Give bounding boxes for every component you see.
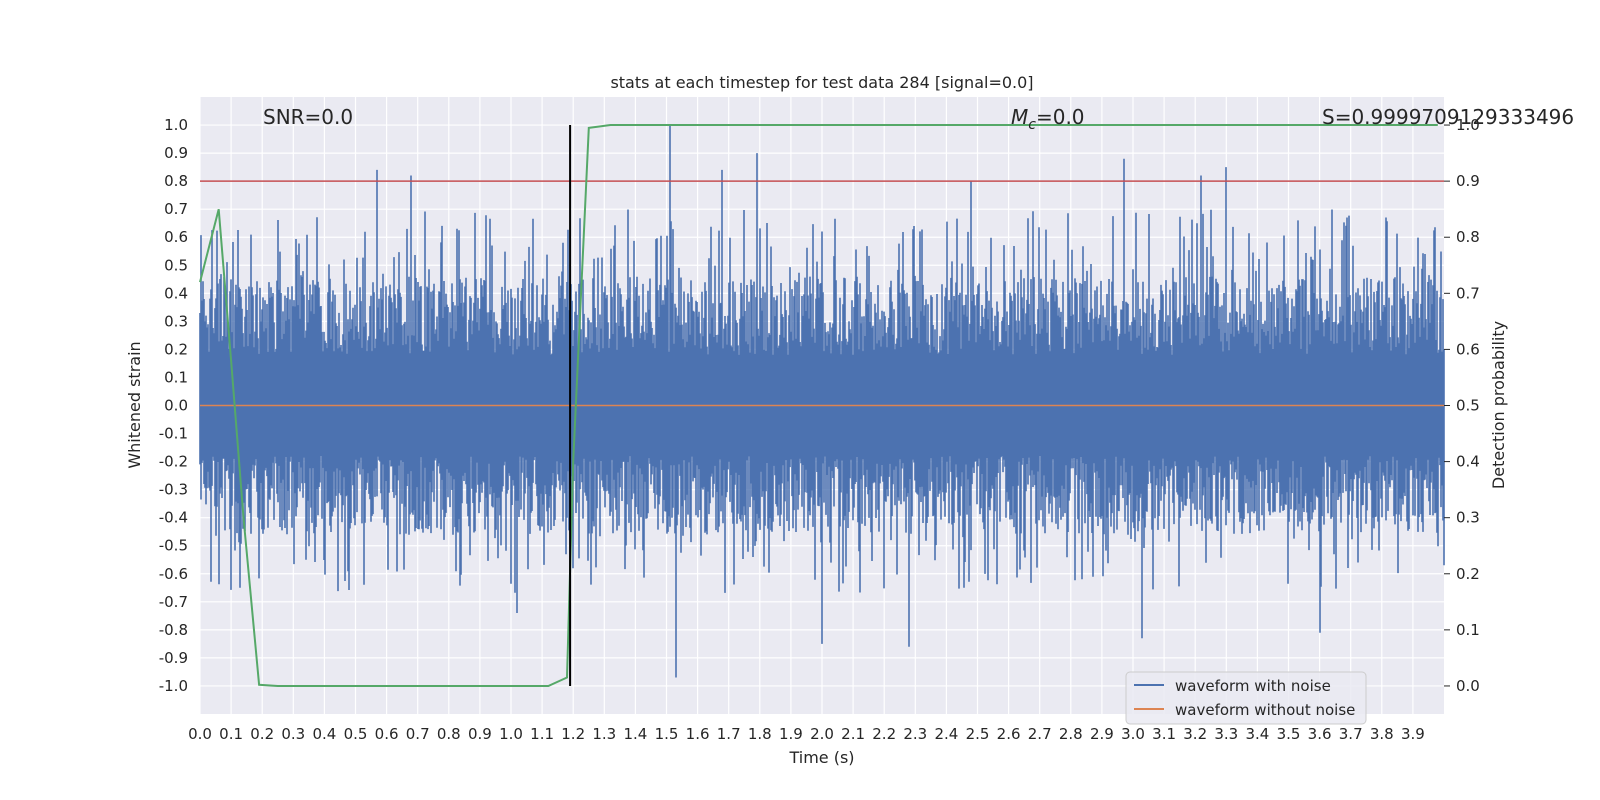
x-tick-label: 3.5 — [1277, 725, 1301, 743]
y2-tick-label: 0.0 — [1456, 677, 1480, 695]
y2-tick-label: 0.8 — [1456, 228, 1480, 246]
x-tick-label: 1.1 — [530, 725, 554, 743]
y2-axis-ticks: 1.0 0.9 0.8 0.7 0.6 0.5 0.4 0.3 0.2 0.1 0.0 — [1444, 116, 1480, 695]
x-tick-label: 0.6 — [375, 725, 399, 743]
x-tick-label: 1.5 — [655, 725, 679, 743]
y-tick-label: -0.7 — [159, 593, 188, 611]
y-tick-label: 0.8 — [164, 172, 188, 190]
x-tick-label: 3.6 — [1308, 725, 1332, 743]
mc-subscript: c — [1028, 117, 1036, 133]
y-tick-label: 1.0 — [164, 116, 188, 134]
x-tick-label: 1.2 — [561, 725, 585, 743]
y2-tick-label: 0.6 — [1456, 340, 1480, 358]
y-axis-ticks: 1.0 0.9 0.8 0.7 0.6 0.5 0.4 0.3 0.2 0.1 0.0 -0.1 -0.… — [159, 116, 188, 695]
legend-label-noise: waveform with noise — [1175, 677, 1331, 695]
x-tick-label: 1.6 — [686, 725, 710, 743]
x-tick-label: 0.1 — [219, 725, 243, 743]
y-tick-label: 0.5 — [164, 256, 188, 274]
y-tick-label: 0.9 — [164, 144, 188, 162]
detection-probability-series — [199, 124, 1438, 687]
x-tick-label: 3.8 — [1370, 725, 1394, 743]
legend: waveform with noise waveform without noi… — [1125, 671, 1367, 725]
y2-tick-label: 0.1 — [1456, 621, 1480, 639]
x-tick-label: 1.8 — [748, 725, 772, 743]
x-tick-label: 1.4 — [623, 725, 647, 743]
x-tick-label: 0.3 — [281, 725, 305, 743]
noise-trace — [199, 125, 1445, 678]
x-tick-label: 3.2 — [1183, 725, 1207, 743]
x-tick-label: 0.9 — [468, 725, 492, 743]
y2-axis-label: Detection probability — [1489, 321, 1508, 489]
x-tick-label: 0.4 — [312, 725, 336, 743]
x-tick-label: 3.4 — [1245, 725, 1269, 743]
y-tick-label: -0.2 — [159, 453, 188, 471]
x-tick-label: 2.3 — [903, 725, 927, 743]
y-tick-label: -0.6 — [159, 565, 188, 583]
y-tick-label: -0.1 — [159, 425, 188, 443]
x-tick-label: 3.0 — [1121, 725, 1145, 743]
y2-tick-label: 0.7 — [1456, 284, 1480, 302]
x-tick-label: 0.8 — [437, 725, 461, 743]
mc-value: =0.0 — [1036, 105, 1085, 129]
waveform-with-noise-series — [199, 125, 1445, 678]
x-tick-label: 2.6 — [997, 725, 1021, 743]
y-tick-label: 0.2 — [164, 340, 188, 358]
y-tick-label: 0.7 — [164, 200, 188, 218]
x-tick-label: 2.9 — [1090, 725, 1114, 743]
y2-tick-label: 1.0 — [1456, 116, 1480, 134]
mc-annotation: Mc=0.0 — [1011, 105, 1085, 133]
y2-tick-label: 0.5 — [1456, 397, 1480, 415]
y-tick-label: -0.9 — [159, 649, 188, 667]
legend-label-clean: waveform without noise — [1175, 701, 1355, 719]
y-tick-label: -0.5 — [159, 537, 188, 555]
y-tick-label: -1.0 — [159, 677, 188, 695]
x-tick-label: 0.7 — [406, 725, 430, 743]
x-axis-ticks: 0.0 0.1 0.2 0.3 0.4 0.5 0.6 0.7 0.8 0.9 1.0 1.1 1.2 1… — [188, 725, 1425, 743]
x-tick-label: 3.9 — [1401, 725, 1425, 743]
x-tick-label: 1.9 — [779, 725, 803, 743]
y-axis-label: Whitened strain — [125, 341, 144, 468]
s-annotation: S=0.9999709129333496 — [1322, 105, 1574, 129]
y-tick-label: 0.3 — [164, 312, 188, 330]
y2-tick-label: 0.2 — [1456, 565, 1480, 583]
y2-tick-label: 0.3 — [1456, 509, 1480, 527]
y2-tick-label: 0.4 — [1456, 453, 1480, 471]
x-tick-label: 2.2 — [872, 725, 896, 743]
x-tick-label: 3.3 — [1214, 725, 1238, 743]
x-axis-label: Time (s) — [788, 748, 854, 767]
x-tick-label: 2.7 — [1028, 725, 1052, 743]
y-tick-label: -0.8 — [159, 621, 188, 639]
x-tick-label: 0.2 — [250, 725, 274, 743]
y-tick-label: -0.4 — [159, 509, 188, 527]
x-tick-label: 0.0 — [188, 725, 212, 743]
y-tick-label: -0.3 — [159, 481, 188, 499]
x-tick-label: 3.7 — [1339, 725, 1363, 743]
x-tick-label: 3.1 — [1152, 725, 1176, 743]
x-tick-label: 2.8 — [1059, 725, 1083, 743]
y2-tick-label: 0.9 — [1456, 172, 1480, 190]
y-tick-label: 0.1 — [164, 368, 188, 386]
x-tick-label: 2.5 — [966, 725, 990, 743]
mc-symbol: M — [1011, 105, 1028, 129]
x-tick-label: 1.3 — [592, 725, 616, 743]
x-tick-label: 2.1 — [841, 725, 865, 743]
legend-box — [1125, 671, 1367, 725]
snr-annotation: SNR=0.0 — [263, 105, 353, 129]
x-tick-label: 2.4 — [934, 725, 958, 743]
chart-title: stats at each timestep for test data 284… — [610, 73, 1033, 92]
x-tick-label: 2.0 — [810, 725, 834, 743]
x-tick-label: 1.7 — [717, 725, 741, 743]
x-tick-label: 0.5 — [344, 725, 368, 743]
y-tick-label: 0.0 — [164, 397, 188, 415]
y-tick-label: 0.6 — [164, 228, 188, 246]
x-tick-label: 1.0 — [499, 725, 523, 743]
y-tick-label: 0.4 — [164, 284, 188, 302]
